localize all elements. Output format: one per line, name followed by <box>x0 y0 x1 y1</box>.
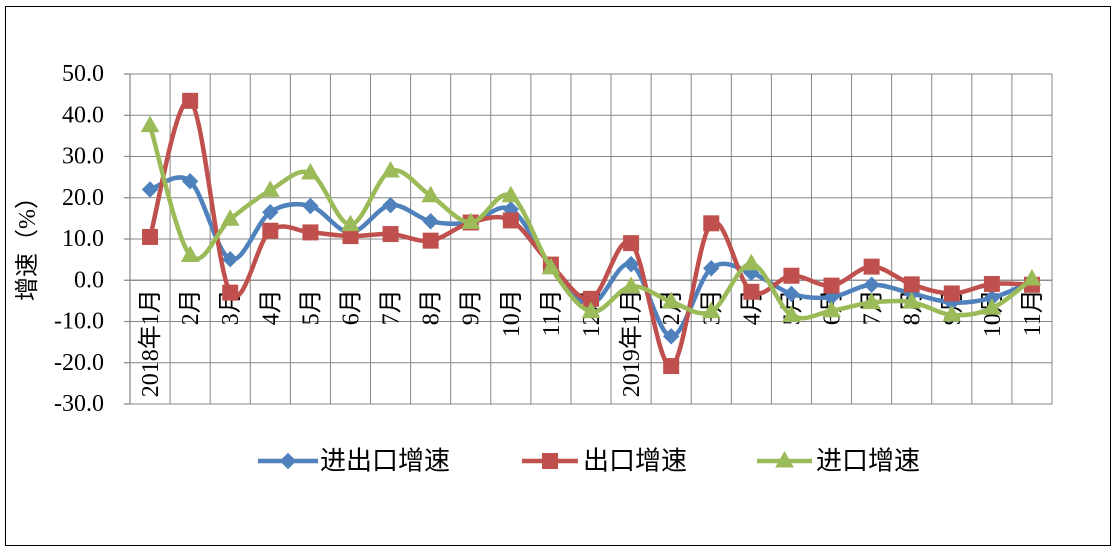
plot-grid <box>124 73 1053 405</box>
legend-label: 出口增速 <box>583 447 687 476</box>
x-tick-label: 6月 <box>338 289 364 325</box>
import-growth-point <box>140 115 160 133</box>
total-trade-growth-point <box>662 328 680 345</box>
export-growth-point <box>983 275 1000 292</box>
legend-item-total-trade-growth: 进出口增速 <box>258 447 450 476</box>
import-growth-point <box>461 212 481 229</box>
y-tick-label: -30.0 <box>54 391 104 417</box>
total-trade-growth-point <box>262 203 279 221</box>
x-tick-label: 2月 <box>178 289 204 325</box>
legend: 进出口增速 出口增速 进口增速 <box>258 447 920 476</box>
x-tick-label: 4月 <box>258 289 284 325</box>
total-trade-growth-point <box>222 251 239 268</box>
import-growth-point <box>902 292 922 309</box>
y-tick-label: -10.0 <box>54 309 104 335</box>
import-growth-point <box>1022 268 1042 286</box>
export-growth-point <box>743 283 760 300</box>
export-growth-point <box>823 277 840 294</box>
y-tick-label: 10.0 <box>62 226 104 252</box>
export-growth-point <box>222 284 239 301</box>
export-growth-point <box>903 276 920 293</box>
import-growth-point <box>260 180 280 197</box>
import-growth-legend-marker <box>775 450 794 468</box>
y-tick-label: 0.0 <box>74 267 104 293</box>
total-trade-growth-point <box>863 276 880 293</box>
y-tick-label: 20.0 <box>62 185 104 211</box>
y-tick-label: -20.0 <box>54 350 104 376</box>
import-growth-point <box>581 301 601 319</box>
export-growth-point <box>302 224 319 241</box>
x-tick-label: 11月 <box>539 289 565 336</box>
legend-label: 进出口增速 <box>320 447 450 476</box>
import-growth-series <box>140 115 1042 322</box>
x-tick-label: 8月 <box>419 289 445 325</box>
legend-label: 进口增速 <box>816 447 920 476</box>
import-growth-point <box>822 300 841 318</box>
import-growth-point <box>621 276 641 293</box>
import-growth-point <box>741 253 761 271</box>
legend-item-export-growth: 出口增速 <box>522 447 687 476</box>
x-tick-label: 5月 <box>298 289 324 325</box>
total-trade-growth-point <box>703 260 720 277</box>
export-growth-point <box>502 212 519 229</box>
import-growth-point <box>180 245 200 262</box>
x-tick-label: 7月 <box>379 289 405 325</box>
import-growth-point <box>862 292 881 310</box>
import-growth-point <box>942 304 962 322</box>
export-growth-point <box>943 285 960 302</box>
import-growth-point <box>782 305 801 322</box>
export-growth-point <box>262 222 279 239</box>
legend-item-import-growth: 进口增速 <box>757 447 920 476</box>
y-axis-tick-labels: 50.0 40.0 30.0 20.0 10.0 0.0 -10.0 -20.0 -30.0 <box>54 61 104 417</box>
export-growth-point <box>422 232 439 249</box>
total-trade-growth-point <box>141 181 159 198</box>
import-growth-point <box>341 214 360 232</box>
import-growth-point <box>220 209 240 226</box>
export-growth-point <box>783 267 800 284</box>
x-tick-label: 2018年1月 <box>137 289 164 397</box>
y-tick-label: 30.0 <box>62 144 104 170</box>
total-trade-growth-point <box>422 213 439 230</box>
total-trade-growth-point <box>302 197 319 215</box>
export-growth-point <box>623 235 640 252</box>
import-growth-point <box>661 291 681 309</box>
x-tick-label: 10月 <box>499 289 525 337</box>
total-trade-growth-point <box>783 285 800 303</box>
export-growth-point <box>663 358 680 375</box>
export-growth-point <box>863 258 880 275</box>
total-trade-growth-point <box>181 173 199 190</box>
y-tick-label: 40.0 <box>62 102 104 128</box>
export-growth-point <box>142 228 159 245</box>
total-trade-growth-point <box>622 255 640 273</box>
x-tick-label: 11月 <box>1020 289 1046 336</box>
total-trade-growth-point <box>382 196 399 214</box>
plot-series <box>140 92 1042 375</box>
import-growth-point <box>421 185 441 203</box>
import-growth-point <box>501 185 521 203</box>
x-tick-label: 2019年1月 <box>618 289 645 397</box>
export-growth-legend-marker <box>542 453 558 469</box>
import-growth-point <box>982 298 1002 315</box>
import-growth-point <box>301 162 320 180</box>
y-axis-title: 增速（%） <box>14 185 41 301</box>
total-trade-growth-legend-marker <box>279 452 297 470</box>
y-tick-label: 50.0 <box>62 61 104 87</box>
import-growth-point <box>381 160 400 178</box>
import-growth-point <box>541 257 561 275</box>
x-tick-label: 9月 <box>459 289 485 325</box>
import-growth-point <box>701 301 721 319</box>
export-growth-point <box>382 226 399 243</box>
export-growth-point <box>182 92 199 109</box>
export-growth-point <box>703 215 720 232</box>
